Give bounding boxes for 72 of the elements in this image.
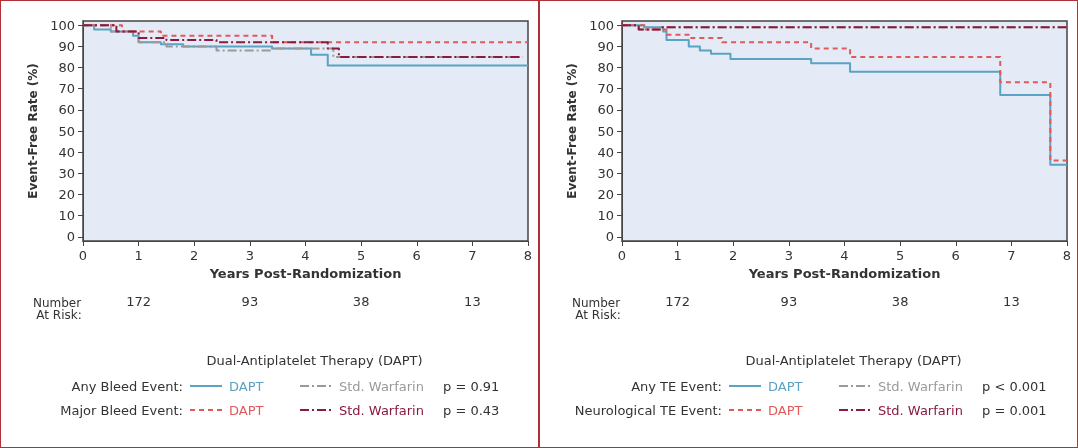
text: 38: [891, 293, 909, 309]
x-tick-label: 4: [301, 248, 310, 263]
x-axis-title: Years Post-Randomization: [747, 265, 941, 281]
x-tick-label: 3: [245, 248, 255, 263]
x-axis-title: Years Post-Randomization: [208, 265, 402, 281]
text: 93: [780, 293, 798, 309]
text: Neurological TE Event:: [573, 402, 722, 418]
y-axis-title: Event-Free Rate (%): [565, 63, 580, 199]
y-tick-label: 80: [58, 60, 75, 76]
text: Major Bleed Event:: [59, 402, 183, 418]
y-axis-title: Event-Free Rate (%): [26, 63, 41, 199]
text: 172: [665, 293, 691, 309]
legend-title: Dual-Antiplatelet Therapy (DAPT): [744, 353, 963, 368]
y-tick-label: 40: [58, 144, 75, 160]
y-tick-label: 10: [58, 208, 75, 224]
text: Number At Risk:: [32, 296, 86, 322]
y-tick-label: 20: [58, 186, 75, 202]
text: 13: [1003, 293, 1020, 309]
y-tick-label: 60: [58, 102, 75, 118]
x-tick-label: 4: [840, 248, 849, 263]
y-tick-label: 50: [597, 123, 614, 139]
x-tick-label: 7: [1007, 248, 1016, 263]
text: 93: [241, 293, 259, 309]
legend-label: DAPT: [229, 402, 264, 418]
x-tick-label: 5: [356, 248, 366, 263]
x-tick-label: 2: [729, 248, 738, 263]
y-tick-label: 0: [66, 229, 75, 245]
text: p = 0.43: [443, 402, 500, 418]
x-tick-label: 1: [134, 248, 143, 263]
x-tick-label: 3: [784, 248, 794, 263]
x-tick-label: 6: [412, 248, 421, 263]
x-tick-label: 5: [895, 248, 905, 263]
legend-label: Std. Warfarin: [339, 402, 424, 418]
x-tick-label: 2: [190, 248, 199, 263]
text: Any Bleed Event:: [70, 378, 183, 394]
legend-label: Std. Warfarin: [878, 378, 963, 394]
y-tick-label: 40: [597, 144, 614, 160]
y-tick-label: 90: [58, 38, 75, 54]
y-tick-label: 10: [597, 208, 614, 224]
legend-label: DAPT: [768, 402, 803, 418]
y-tick-label: 50: [58, 123, 75, 139]
y-tick-label: 70: [597, 81, 614, 97]
x-tick-label: 6: [951, 248, 960, 263]
y-tick-label: 100: [589, 17, 614, 33]
text: p = 0.91: [443, 378, 500, 394]
y-tick-label: 90: [597, 38, 614, 54]
legend-title: Dual-Antiplatelet Therapy (DAPT): [205, 353, 424, 368]
x-tick-label: 1: [673, 248, 682, 263]
x-tick-label: 8: [1062, 248, 1072, 263]
y-tick-label: 70: [58, 81, 75, 97]
y-tick-label: 30: [58, 165, 75, 181]
y-tick-label: 20: [597, 186, 614, 202]
text: 38: [352, 293, 370, 309]
legend-label: Std. Warfarin: [339, 378, 424, 394]
y-tick-label: 60: [597, 102, 614, 118]
text: 172: [126, 293, 152, 309]
y-tick-label: 80: [597, 60, 614, 76]
legend-label: Std. Warfarin: [878, 402, 963, 418]
legend-label: DAPT: [229, 378, 264, 394]
y-tick-label: 100: [50, 17, 75, 33]
y-tick-label: 0: [605, 229, 614, 245]
legend-label: DAPT: [768, 378, 803, 394]
text: Number At Risk:: [571, 296, 625, 322]
x-tick-label: 0: [78, 248, 88, 263]
y-tick-label: 30: [597, 165, 614, 181]
text: p = 0.001: [982, 402, 1047, 418]
x-tick-label: 8: [523, 248, 533, 263]
text: p < 0.001: [982, 378, 1047, 394]
text: 13: [464, 293, 481, 309]
x-tick-label: 7: [468, 248, 477, 263]
x-tick-label: 0: [617, 248, 627, 263]
text: Any TE Event:: [630, 378, 722, 394]
